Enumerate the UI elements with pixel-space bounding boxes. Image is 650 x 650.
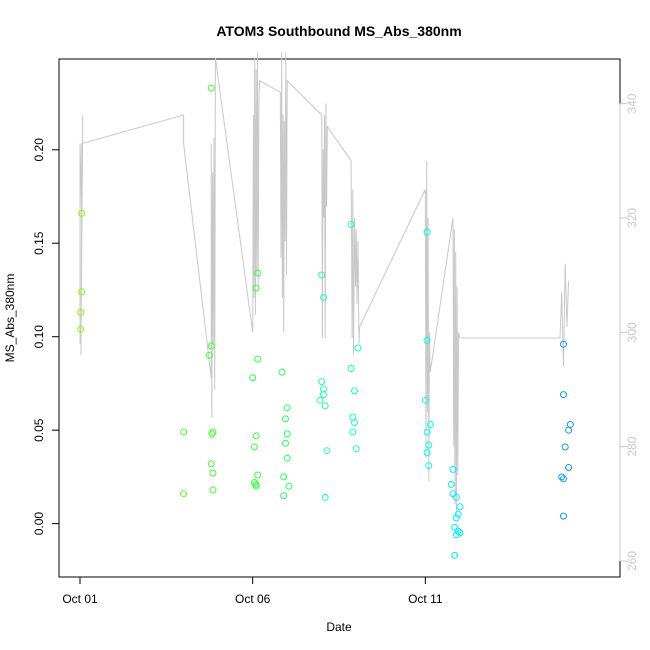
data-point — [320, 293, 327, 301]
data-point — [451, 551, 459, 559]
secondary-y-axis: 260 280 300 320 340 — [619, 93, 639, 571]
data-point — [78, 288, 86, 296]
y-axis: 0.00 0.05 0.10 0.15 0.20 — [32, 138, 60, 536]
data-point — [560, 340, 567, 348]
data-point — [180, 490, 188, 498]
data-point — [560, 475, 567, 483]
x-axis: Oct 01 Oct 06 Oct 11 — [62, 576, 443, 606]
data-point — [447, 480, 455, 488]
data-point — [452, 493, 460, 501]
data-point — [318, 271, 326, 279]
data-point — [425, 462, 433, 470]
data-point — [249, 374, 257, 382]
data-point — [449, 465, 457, 473]
x-axis-label: Date — [326, 620, 352, 634]
data-point — [316, 396, 324, 404]
data-point — [252, 432, 260, 440]
data-point — [347, 365, 355, 372]
data-point — [207, 342, 215, 350]
data-point — [565, 426, 573, 434]
data-point — [282, 415, 289, 423]
data-point — [452, 531, 460, 539]
data-point — [208, 430, 216, 438]
data-point — [254, 355, 262, 363]
y2-tick-label: 260 — [625, 551, 639, 571]
data-point — [180, 428, 188, 436]
data-point — [423, 228, 431, 236]
data-point — [323, 447, 331, 455]
data-point — [352, 445, 360, 453]
data-point — [351, 419, 358, 427]
data-point — [423, 449, 431, 457]
data-point — [282, 439, 289, 447]
y2-tick-label: 340 — [625, 93, 639, 113]
data-point — [560, 512, 567, 520]
y2-tick-label: 320 — [625, 208, 639, 228]
data-point — [425, 441, 433, 449]
x-tick-label: Oct 01 — [62, 592, 98, 606]
data-point — [454, 527, 462, 535]
data-point — [209, 486, 217, 494]
data-point — [254, 471, 262, 479]
x-tick-label: Oct 11 — [408, 592, 443, 606]
y-tick-label: 0.20 — [32, 138, 46, 162]
data-point — [283, 430, 291, 438]
y-axis-label: MS_Abs_380nm — [3, 274, 17, 363]
x-tick-label: Oct 06 — [235, 592, 271, 606]
data-point — [207, 460, 215, 468]
data-point — [207, 84, 215, 92]
y-tick-label: 0.15 — [32, 231, 46, 255]
secondary-series-line — [79, 52, 570, 516]
data-point — [283, 404, 291, 412]
data-point — [206, 351, 213, 359]
data-point — [423, 336, 431, 344]
data-point — [560, 391, 567, 399]
data-point — [423, 428, 431, 436]
data-point — [209, 469, 217, 477]
data-point — [280, 473, 288, 481]
data-point — [320, 391, 327, 399]
secondary-line-layer — [79, 52, 570, 516]
data-point — [456, 503, 464, 511]
data-point — [427, 421, 434, 428]
data-point — [250, 479, 258, 486]
data-point — [351, 387, 358, 395]
data-point — [321, 402, 329, 410]
data-point — [421, 396, 429, 404]
data-point — [252, 284, 260, 292]
data-point — [77, 325, 85, 333]
data-point — [454, 510, 462, 518]
data-point — [347, 221, 355, 228]
data-point — [321, 493, 329, 501]
data-point — [252, 482, 260, 490]
data-point — [250, 443, 258, 451]
data-point — [280, 492, 288, 500]
data-point — [354, 344, 362, 352]
data-point — [349, 428, 357, 436]
data-point — [318, 378, 326, 386]
data-point — [558, 473, 566, 481]
data-point — [278, 368, 286, 376]
data-point — [283, 454, 291, 462]
data-point — [254, 269, 262, 277]
points-layer — [77, 84, 574, 559]
data-point — [456, 529, 464, 537]
data-point — [77, 308, 85, 316]
y2-tick-label: 300 — [625, 322, 639, 342]
data-point — [561, 443, 569, 451]
y-tick-label: 0.05 — [32, 418, 46, 442]
data-point — [78, 209, 86, 217]
data-point — [452, 514, 460, 522]
y2-tick-label: 280 — [625, 436, 639, 456]
chart-title: ATOM3 Southbound MS_Abs_380nm — [216, 23, 461, 39]
data-point — [285, 482, 293, 490]
y-tick-label: 0.10 — [32, 325, 46, 349]
data-point — [565, 464, 573, 471]
y-tick-label: 0.00 — [32, 512, 46, 536]
